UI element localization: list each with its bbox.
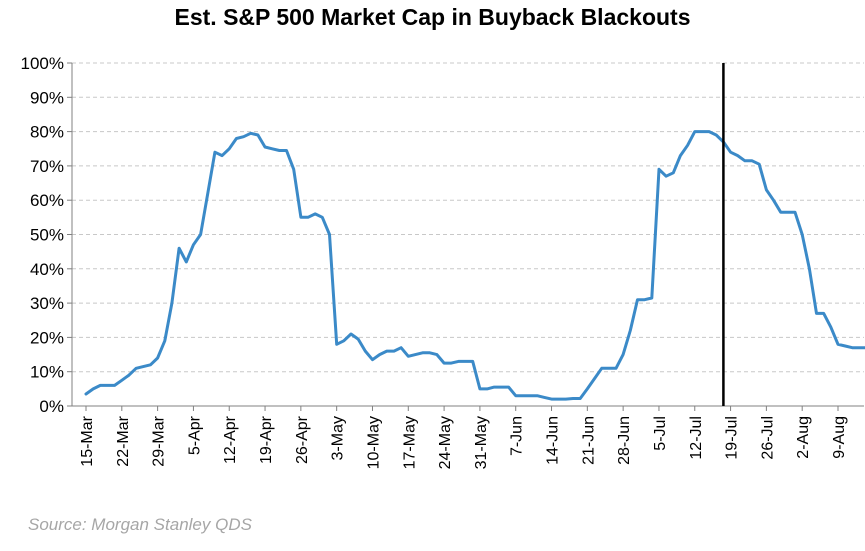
x-tick-label: 9-Aug	[831, 416, 848, 459]
x-tick-label: 29-Mar	[151, 415, 168, 466]
x-tick-label: 19-Apr	[258, 415, 275, 464]
x-tick-label: 21-Jun	[580, 416, 597, 465]
x-tick-label: 24-May	[437, 416, 454, 469]
x-tick-label: 7-Jun	[509, 416, 526, 456]
x-tick-labels: 15-Mar 22-Mar 29-Mar 5-Apr 12-Apr 19-Apr 26-Ap…	[79, 415, 848, 469]
x-tick-label: 26-Jul	[759, 416, 776, 460]
y-tick-label: 30%	[30, 294, 64, 313]
source-note: Source: Morgan Stanley QDS	[28, 515, 252, 534]
x-tick-label: 12-Apr	[222, 415, 239, 464]
gridlines	[72, 62, 864, 373]
x-tick-label: 12-Jul	[688, 416, 705, 460]
y-tick-label: 20%	[30, 328, 64, 347]
x-tick-label: 26-Apr	[294, 415, 311, 464]
y-tick-label: 40%	[30, 260, 64, 279]
x-tick-label: 2-Aug	[795, 416, 812, 459]
y-tick-label: 0%	[39, 397, 64, 416]
y-tick-labels: 0% 10% 20% 30% 40% 50% 60% 70% 80% 90% 100%	[21, 54, 64, 416]
y-tick-label: 80%	[30, 123, 64, 142]
y-tick-label: 100%	[21, 54, 64, 73]
x-tick-label: 10-May	[365, 416, 382, 469]
x-tick-label: 14-Jun	[545, 416, 562, 465]
x-tick-label: 22-Mar	[115, 415, 132, 466]
x-tick-label: 31-May	[473, 416, 490, 469]
x-tick-label: 17-May	[401, 416, 418, 469]
y-tick-label: 90%	[30, 88, 64, 107]
axes	[67, 62, 864, 411]
y-tick-label: 50%	[30, 226, 64, 245]
x-tick-label: 3-May	[330, 416, 347, 460]
x-tick-label: 5-Jul	[652, 416, 669, 451]
x-tick-label: 19-Jul	[724, 416, 741, 460]
y-tick-label: 60%	[30, 191, 64, 210]
x-tick-label: 28-Jun	[616, 416, 633, 465]
y-tick-label: 10%	[30, 363, 64, 382]
x-tick-label: 15-Mar	[79, 415, 96, 466]
chart-title: Est. S&P 500 Market Cap in Buyback Black…	[174, 4, 691, 30]
series-line	[84, 130, 865, 401]
x-tick-label: 5-Apr	[186, 415, 203, 455]
y-tick-label: 70%	[30, 157, 64, 176]
series-layer	[84, 130, 865, 401]
